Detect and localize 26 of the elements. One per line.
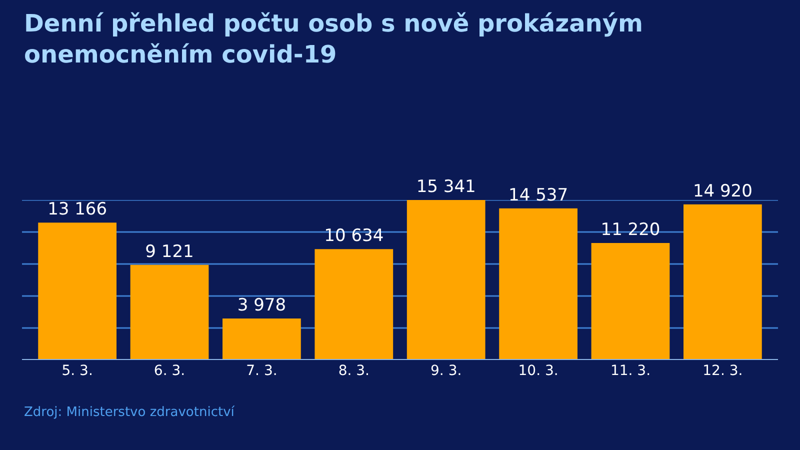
x-tick-label: 7. 3.	[246, 363, 278, 379]
bar	[499, 208, 578, 360]
bar	[130, 264, 209, 360]
data-label: 3 978	[237, 296, 286, 316]
x-tick-label: 6. 3.	[154, 363, 186, 379]
bar	[684, 204, 762, 360]
x-tick-label: 9. 3.	[430, 363, 462, 379]
x-tick-label: 11. 3.	[610, 363, 651, 379]
x-tick-label: 8. 3.	[338, 363, 370, 379]
data-label: 10 634	[324, 226, 384, 246]
x-tick-label: 12. 3.	[702, 363, 743, 379]
x-tick-label: 5. 3.	[62, 363, 93, 379]
data-label: 9 121	[145, 242, 194, 262]
data-label: 13 166	[48, 200, 108, 220]
chart-title: Denní přehled počtu osob s nově prokázaným onemocněním covid-19	[24, 10, 644, 69]
data-label: 15 341	[416, 177, 476, 197]
data-label: 14 920	[692, 181, 752, 202]
bar	[314, 249, 394, 360]
data-label: 11 220	[600, 220, 660, 240]
bar	[222, 318, 301, 360]
text: Zdroj: Ministerstvo zdravotnictví	[24, 405, 235, 420]
data-label: 14 537	[508, 185, 568, 206]
bar	[38, 222, 116, 360]
bar	[591, 242, 670, 360]
bar	[406, 200, 486, 360]
x-tick-label: 10. 3.	[518, 363, 558, 379]
